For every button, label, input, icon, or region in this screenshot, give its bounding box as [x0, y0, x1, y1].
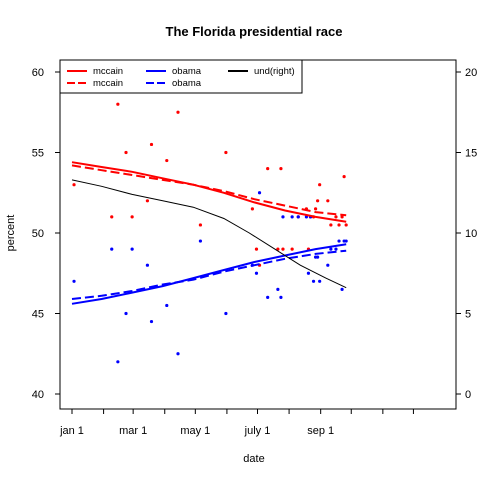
obama-point: [257, 191, 262, 195]
obama-point: [306, 271, 311, 275]
x-tick-label: sep 1: [307, 425, 334, 437]
obama-point: [198, 239, 203, 243]
y-axis-title: percent: [5, 215, 17, 252]
mccain-point: [250, 207, 254, 211]
mccain-point: [337, 223, 341, 227]
x-axis: jan 1 mar 1 may 1 july 1 sep 1: [59, 409, 414, 437]
y-axis-right: 0 5 10 15 20: [456, 67, 477, 401]
y-axis-left: 40 45 50 55 60: [32, 67, 60, 401]
right-tick-label: 0: [465, 389, 471, 401]
obama-point: [318, 279, 322, 283]
x-tick-label: mar 1: [119, 425, 147, 437]
mccain-point: [266, 167, 270, 171]
mccain-point: [72, 183, 76, 187]
left-tick-label: 50: [32, 228, 44, 240]
obama-point: [340, 287, 344, 291]
mccain-point: [340, 215, 344, 219]
mccain-point: [342, 175, 346, 179]
mccain-point: [116, 102, 120, 106]
obama-point: [116, 360, 120, 364]
mccain-point: [344, 223, 348, 227]
left-tick-label: 60: [32, 67, 44, 79]
obama-point: [72, 279, 76, 283]
right-tick-label: 10: [465, 228, 477, 240]
x-tick-label: may 1: [180, 425, 210, 437]
obama-point: [334, 247, 338, 251]
x-axis-title: date: [243, 453, 264, 465]
obama-point: [224, 311, 228, 316]
obama-point: [145, 263, 150, 267]
obama-point: [337, 239, 341, 243]
left-tick-label: 55: [32, 148, 44, 160]
obama-point: [344, 239, 348, 243]
mccain-point: [279, 167, 283, 171]
mccain-point: [290, 247, 294, 251]
obama-point: [326, 263, 330, 267]
legend-label: mccain: [93, 66, 123, 77]
mccain-point: [254, 247, 259, 251]
legend-box: [59, 59, 303, 94]
mccain-point: [313, 207, 318, 211]
left-tick-label: 40: [32, 389, 44, 401]
x-tick-label: jan 1: [59, 425, 84, 437]
legend-label: obama: [172, 78, 202, 89]
obama-solid-line: [71, 243, 347, 305]
x-tick-label: july 1: [244, 425, 271, 437]
series-layer: [71, 102, 348, 364]
obama-dashed-line: [71, 249, 347, 300]
obama-point: [329, 247, 333, 251]
obama-point: [165, 303, 169, 308]
legend-label: und(right): [254, 66, 295, 77]
obama-point: [266, 295, 270, 299]
chart-title: The Florida presidential race: [166, 24, 343, 39]
mccain-point: [316, 199, 320, 203]
mccain-point: [334, 215, 338, 219]
mccain-point: [110, 215, 114, 219]
obama-point: [254, 271, 259, 275]
mccain-dashed-line: [71, 164, 347, 217]
obama-point: [311, 279, 316, 283]
legend-label: mccain: [93, 78, 123, 89]
mccain-point: [149, 142, 154, 147]
mccain-point: [281, 247, 285, 251]
left-tick-label: 45: [32, 309, 44, 321]
mccain-point: [124, 150, 128, 155]
obama-point: [176, 352, 180, 356]
mccain-point: [326, 199, 330, 203]
obama-point: [124, 311, 128, 316]
right-tick-label: 20: [465, 67, 477, 79]
legend-label: obama: [172, 66, 202, 77]
right-tick-label: 5: [465, 309, 471, 321]
mccain-point: [145, 199, 150, 203]
obama-point: [290, 215, 294, 219]
obama-point: [279, 295, 283, 299]
mccain-point: [329, 223, 333, 227]
mccain-point: [198, 223, 203, 227]
obama-point: [110, 247, 114, 251]
mccain-point: [276, 247, 280, 251]
obama-point: [149, 319, 154, 324]
obama-point: [296, 215, 300, 219]
obama-point: [281, 215, 285, 219]
mccain-point: [318, 183, 322, 187]
und(right)-solid-line: [71, 179, 347, 289]
obama-point: [130, 247, 134, 251]
mccain-point: [165, 158, 169, 163]
mccain-point: [176, 110, 180, 114]
mccain-point: [224, 150, 228, 155]
obama-point: [316, 255, 320, 259]
mccain-point: [130, 215, 134, 219]
right-tick-label: 15: [465, 148, 477, 160]
obama-point: [276, 287, 280, 291]
